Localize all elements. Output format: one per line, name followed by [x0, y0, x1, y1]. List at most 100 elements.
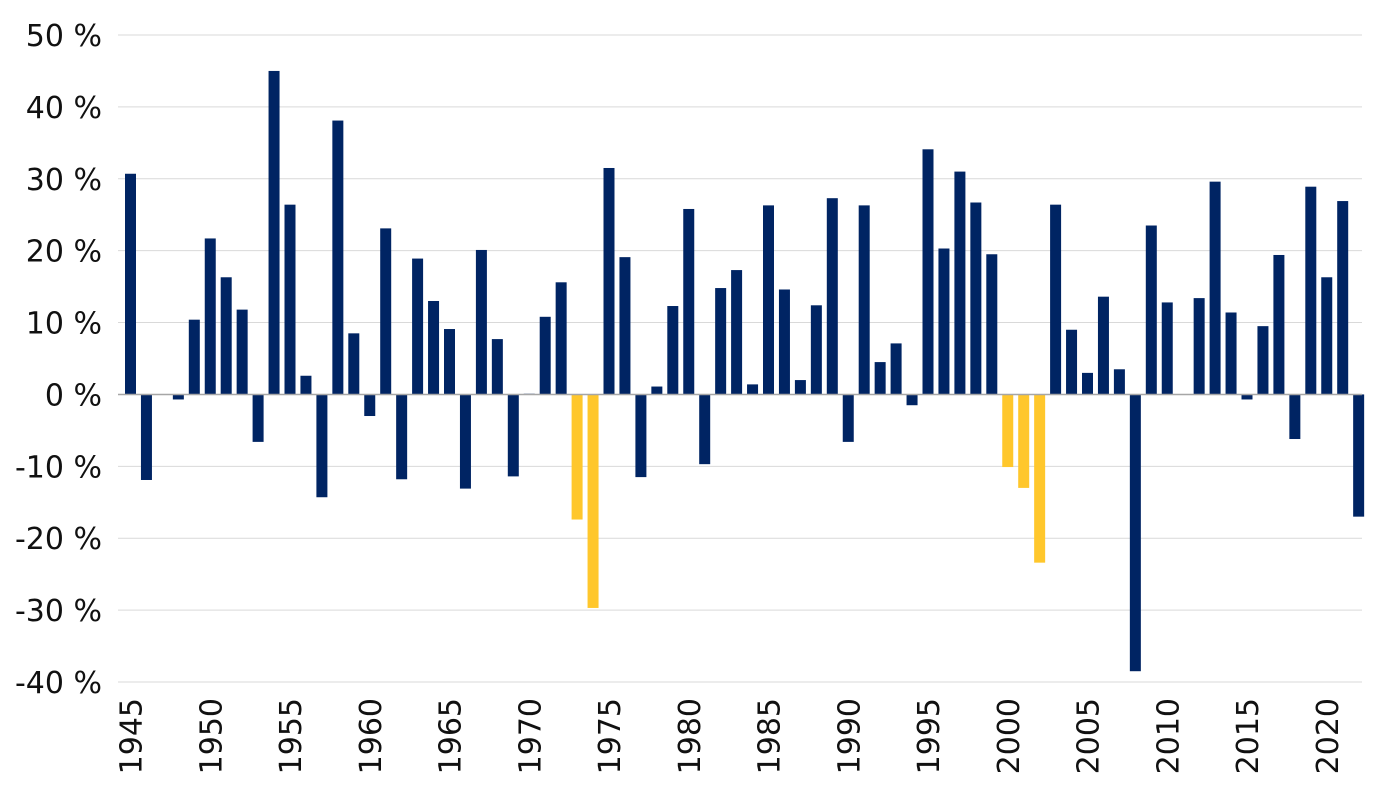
bar-1997	[954, 171, 966, 395]
bar-1962	[396, 394, 408, 480]
bar-1949	[188, 319, 200, 395]
bar-1972	[555, 282, 567, 395]
y-tick-label: 30 %	[26, 163, 102, 198]
bar-1981	[699, 394, 711, 465]
bar-1965	[444, 329, 455, 395]
bar-1980	[683, 208, 695, 395]
bar-1992	[874, 362, 886, 395]
bar-2001	[1018, 394, 1030, 488]
x-tick-label: 1965	[434, 698, 469, 774]
bar-2010	[1161, 302, 1173, 395]
x-tick-label: 2010	[1151, 698, 1186, 774]
bar-1996	[938, 248, 950, 395]
bar-2021	[1337, 201, 1349, 395]
bar-2012	[1193, 298, 1205, 395]
bar-1983	[731, 270, 743, 395]
bar-1969	[507, 394, 519, 477]
bar-1982	[715, 288, 727, 395]
x-tick-label: 1970	[513, 698, 548, 774]
x-tick-label: 1955	[274, 698, 309, 774]
bar-2020	[1321, 277, 1333, 395]
bar-1948	[172, 394, 184, 400]
bar-2017	[1273, 254, 1285, 395]
bar-2000	[1002, 394, 1014, 468]
bar-2004	[1066, 329, 1078, 395]
bar-2013	[1209, 181, 1221, 395]
bar-1956	[300, 375, 312, 395]
bar-1961	[380, 228, 392, 395]
bar-1968	[491, 339, 503, 395]
x-tick-label: 1950	[194, 698, 229, 774]
bar-1946	[140, 394, 152, 480]
bar-2007	[1113, 369, 1125, 395]
y-tick-label: -20 %	[15, 522, 102, 557]
bar-1945	[125, 173, 136, 395]
bar-1988	[810, 305, 822, 395]
x-tick-label: 2000	[992, 698, 1027, 774]
bar-1955	[284, 204, 296, 395]
bar-1989	[826, 198, 838, 395]
bar-1987	[794, 380, 806, 395]
y-tick-label: 40 %	[26, 91, 102, 126]
y-tick-label: 10 %	[26, 307, 102, 342]
bar-1964	[428, 300, 440, 395]
bar-2014	[1225, 312, 1237, 395]
bar-1953	[252, 394, 264, 442]
bar-1976	[619, 257, 631, 395]
bar-2018	[1289, 394, 1301, 440]
bars	[125, 70, 1365, 672]
y-tick-label: -40 %	[15, 666, 102, 701]
bar-2022	[1353, 394, 1365, 517]
bar-1998	[970, 202, 982, 395]
bar-1993	[890, 343, 902, 395]
bar-1994	[906, 394, 918, 406]
bar-1977	[635, 394, 647, 478]
bar-1971	[539, 316, 551, 395]
y-tick-label: 0 %	[45, 378, 102, 413]
bar-1974	[587, 394, 599, 608]
bar-1958	[332, 120, 344, 395]
bar-2009	[1145, 225, 1157, 395]
bar-1967	[475, 249, 487, 395]
y-tick-label: 50 %	[26, 19, 102, 54]
bar-1975	[603, 167, 615, 395]
bar-1966	[459, 394, 471, 489]
bar-1979	[667, 306, 679, 395]
x-tick-label: 1960	[354, 698, 389, 774]
y-tick-label: -10 %	[15, 450, 102, 485]
x-tick-label: 1995	[912, 698, 947, 774]
bar-1986	[778, 289, 790, 395]
bar-2015	[1241, 394, 1253, 400]
x-tick-label: 2015	[1231, 698, 1266, 774]
y-tick-label: -30 %	[15, 594, 102, 629]
bar-2002	[1034, 394, 1046, 563]
y-axis-tick-labels: 50 % 40 % 30 % 20 % 10 % 0 % -10 % -20 % -30 % -4…	[15, 19, 102, 701]
bar-1952	[236, 309, 248, 395]
bar-1990	[842, 394, 854, 442]
bar-1957	[316, 394, 328, 498]
bar-1978	[651, 386, 663, 395]
bar-1991	[858, 205, 870, 395]
bar-1959	[348, 333, 360, 395]
x-tick-label: 2005	[1072, 698, 1107, 774]
bar-1960	[364, 394, 376, 417]
x-tick-label: 1945	[115, 698, 150, 774]
bar-1954	[268, 70, 280, 395]
bar-1951	[220, 277, 232, 395]
bar-1950	[204, 238, 216, 395]
bar-2006	[1097, 296, 1109, 395]
bar-2016	[1257, 326, 1269, 395]
bar-1999	[986, 254, 998, 395]
bar-1995	[922, 149, 934, 395]
bar-2008	[1129, 394, 1141, 672]
x-tick-label: 1975	[593, 698, 628, 774]
bar-1963	[412, 258, 424, 395]
bar-1973	[571, 394, 583, 520]
x-tick-label: 1985	[753, 698, 788, 774]
bar-1985	[763, 205, 774, 395]
x-tick-label: 2020	[1311, 698, 1346, 774]
bar-2003	[1050, 204, 1062, 395]
x-axis-tick-labels: 1945 1950 1955 1960 1965 1970 1975 1980 1985 1990…	[115, 698, 1346, 774]
